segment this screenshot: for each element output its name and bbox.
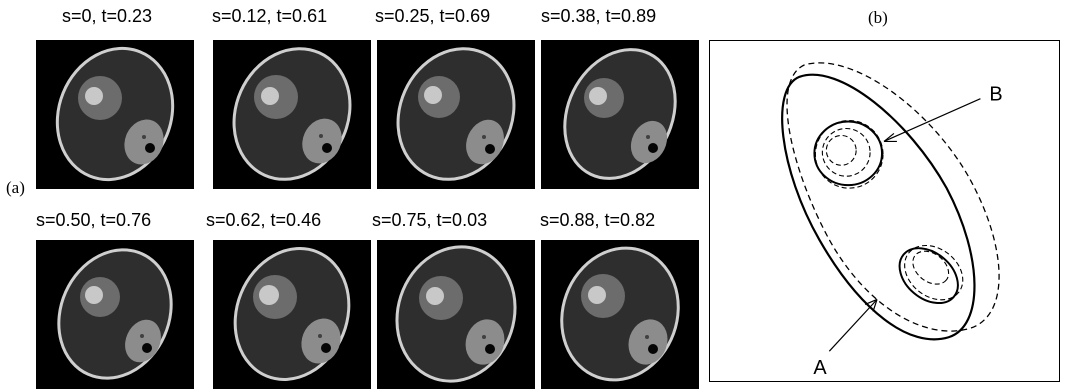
schematic-panel: B A — [709, 40, 1060, 382]
phantom-frame — [213, 40, 371, 189]
phantom-frame — [377, 40, 535, 189]
arrow-a — [828, 299, 878, 352]
frame-caption: s=0, t=0.23 — [62, 6, 153, 26]
phantom-frame — [541, 40, 699, 189]
insert-b-dashed — [821, 127, 871, 177]
frame-caption: s=0.12, t=0.61 — [212, 6, 328, 26]
arrow-b — [883, 98, 981, 142]
frame-caption: s=0.62, t=0.46 — [206, 210, 322, 230]
frame-caption: s=0.38, t=0.89 — [541, 6, 657, 26]
frame-caption: s=0.50, t=0.76 — [36, 210, 152, 230]
panel-b-label: (b) — [868, 8, 888, 27]
arrow-a-head — [864, 298, 878, 312]
outer-solid-outline — [781, 73, 976, 341]
frame-caption: s=0.25, t=0.69 — [375, 6, 491, 26]
phantom-frame — [213, 240, 371, 389]
frame-caption: s=0.88, t=0.82 — [540, 210, 656, 230]
insert-b-solid — [813, 120, 884, 187]
phantom-frame — [377, 240, 535, 389]
arrow-b-head — [883, 132, 897, 143]
outer-dashed-outline — [786, 62, 1000, 332]
phantom-frame — [36, 240, 194, 389]
panel-a-label: (a) — [6, 178, 25, 197]
phantom-frame — [541, 240, 699, 389]
insert-b-dashed — [825, 134, 857, 166]
insert-dashed — [912, 250, 950, 285]
frame-caption: s=0.75, t=0.03 — [372, 210, 488, 230]
insert-dashed — [904, 244, 964, 301]
insert-solid — [898, 247, 959, 305]
label-b: B — [989, 84, 1002, 106]
phantom-frame — [36, 40, 194, 189]
label-a: A — [813, 357, 827, 379]
